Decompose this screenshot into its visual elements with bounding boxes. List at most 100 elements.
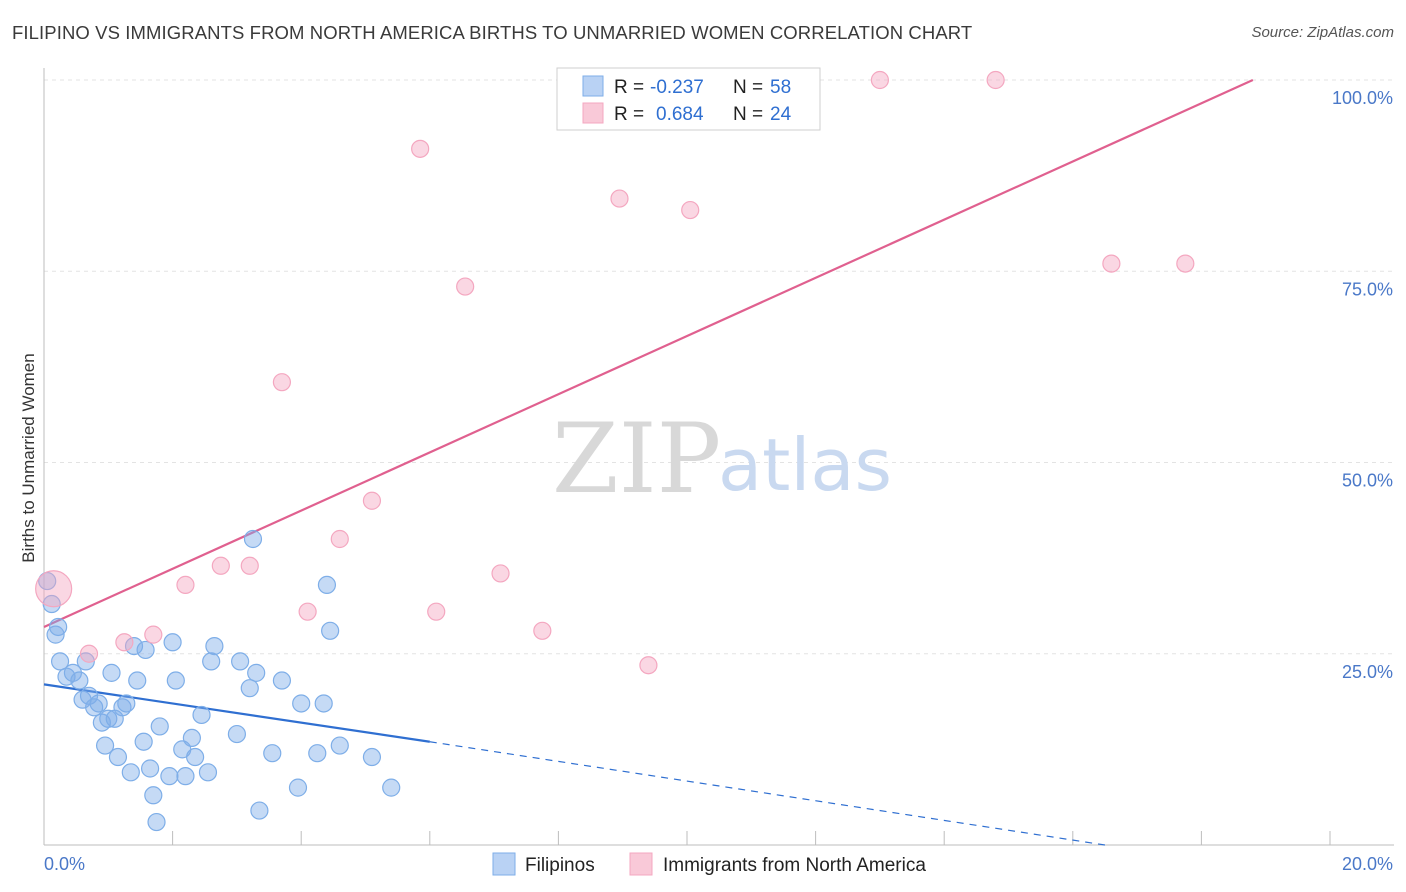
point-immigrants-19	[870, 70, 890, 90]
point-filipinos-39	[202, 652, 221, 671]
point-immigrants-9	[330, 529, 349, 549]
point-filipinos-56	[362, 747, 382, 767]
point-filipinos-52	[314, 694, 333, 713]
point-immigrants-6	[240, 556, 259, 575]
point-filipinos-42	[231, 652, 250, 671]
y-axis-label: Births to Unmarried Women	[19, 353, 38, 562]
x-tick-label-min: 0.0%	[44, 854, 85, 874]
legend-n-value-1: 58	[770, 77, 791, 98]
point-filipinos-40	[205, 636, 224, 656]
point-filipinos-35	[182, 728, 201, 748]
legend-n-label-1: N =	[733, 77, 763, 98]
point-filipinos-15	[99, 709, 118, 728]
series-legend: Filipinos Immigrants from North America	[492, 852, 926, 876]
series-legend-label-filipinos: Filipinos	[525, 855, 595, 876]
point-filipinos-30	[160, 767, 179, 786]
point-filipinos-37	[192, 705, 211, 725]
legend-r-label-1: R =	[614, 77, 644, 98]
point-immigrants-15	[533, 621, 552, 640]
legend-r-value-2: 0.684	[656, 104, 704, 125]
point-immigrants-11	[411, 139, 430, 158]
y-tick-label-75: 75.0%	[1342, 279, 1393, 299]
trend-extension-series-0	[429, 741, 1106, 846]
point-filipinos-23	[128, 671, 147, 690]
point-filipinos-55	[330, 736, 349, 755]
point-filipinos-38	[198, 763, 218, 782]
y-tick-labels: 25.0% 50.0% 75.0% 100.0%	[1332, 88, 1393, 682]
legend-n-value-2: 24	[770, 104, 792, 125]
y-tick-label-50: 50.0%	[1342, 471, 1393, 491]
point-filipinos-48	[272, 671, 292, 690]
y-tick-label-100: 100.0%	[1332, 88, 1393, 108]
point-immigrants-22	[1176, 254, 1195, 273]
point-filipinos-24	[134, 732, 153, 751]
point-immigrants-18	[681, 200, 700, 220]
watermark: ZIP atlas	[552, 403, 892, 515]
legend-n-label-2: N =	[733, 104, 763, 125]
y-tick-label-25: 25.0%	[1342, 662, 1393, 682]
x-tick-label-max: 20.0%	[1342, 854, 1393, 874]
point-filipinos-0	[38, 571, 57, 591]
point-immigrants-21	[1102, 254, 1121, 273]
point-filipinos-51	[308, 744, 327, 763]
point-immigrants-1	[79, 644, 99, 663]
series-legend-label-immigrants: Immigrants from North America	[663, 855, 926, 876]
point-filipinos-10	[79, 686, 99, 705]
source-credit: Source: ZipAtlas.com	[1251, 24, 1394, 41]
point-immigrants-4	[176, 575, 195, 595]
point-immigrants-14	[491, 564, 510, 583]
point-immigrants-12	[427, 602, 446, 621]
point-filipinos-43	[240, 679, 259, 698]
point-immigrants-20	[986, 70, 1005, 90]
point-filipinos-27	[144, 786, 163, 805]
point-filipinos-25	[136, 640, 155, 660]
point-filipinos-12	[89, 694, 108, 713]
point-immigrants-3	[144, 625, 163, 644]
point-filipinos-36	[186, 747, 205, 767]
series-legend-swatch-filipinos	[492, 852, 516, 876]
point-filipinos-45	[247, 663, 266, 682]
legend-swatch-immigrants	[582, 102, 604, 124]
axes	[43, 68, 1394, 846]
point-filipinos-44	[243, 529, 263, 549]
point-filipinos-16	[102, 663, 121, 682]
point-immigrants-13	[456, 277, 475, 296]
point-filipinos-49	[288, 778, 308, 797]
point-filipinos-4	[50, 652, 70, 671]
data-points	[35, 70, 1195, 832]
point-immigrants-0	[35, 570, 73, 608]
point-filipinos-21	[121, 763, 140, 782]
point-filipinos-50	[292, 694, 311, 713]
point-filipinos-22	[124, 636, 144, 656]
point-filipinos-28	[147, 812, 166, 832]
point-immigrants-7	[272, 373, 292, 392]
point-filipinos-31	[163, 633, 182, 652]
trend-line-series-0	[43, 683, 430, 743]
point-filipinos-32	[166, 671, 185, 690]
point-filipinos-47	[263, 744, 282, 763]
point-filipinos-41	[227, 724, 246, 744]
point-immigrants-10	[362, 491, 382, 510]
chart-title: FILIPINO VS IMMIGRANTS FROM NORTH AMERIC…	[12, 22, 973, 43]
legend-r-label-2: R =	[614, 104, 644, 125]
point-filipinos-53	[317, 575, 337, 595]
point-filipinos-7	[70, 671, 89, 690]
point-immigrants-16	[610, 189, 629, 208]
series-legend-swatch-immigrants	[629, 852, 653, 876]
point-filipinos-54	[321, 621, 340, 640]
point-filipinos-14	[95, 736, 115, 755]
x-tick-labels: 0.0% 20.0%	[44, 854, 1393, 874]
watermark-zip: ZIP	[552, 403, 721, 515]
trend-line-series-1	[43, 78, 1254, 628]
legend-r-value-1: -0.237	[650, 77, 704, 98]
point-filipinos-57	[382, 778, 401, 797]
point-immigrants-8	[298, 602, 317, 621]
point-filipinos-20	[117, 694, 136, 713]
legend-swatch-filipinos	[582, 75, 604, 97]
point-filipinos-26	[140, 759, 160, 778]
stats-legend: R = -0.237 N = 58 R = 0.684 N = 24	[556, 67, 821, 131]
point-filipinos-29	[150, 717, 169, 736]
point-immigrants-5	[211, 556, 230, 575]
watermark-atlas: atlas	[718, 423, 892, 507]
